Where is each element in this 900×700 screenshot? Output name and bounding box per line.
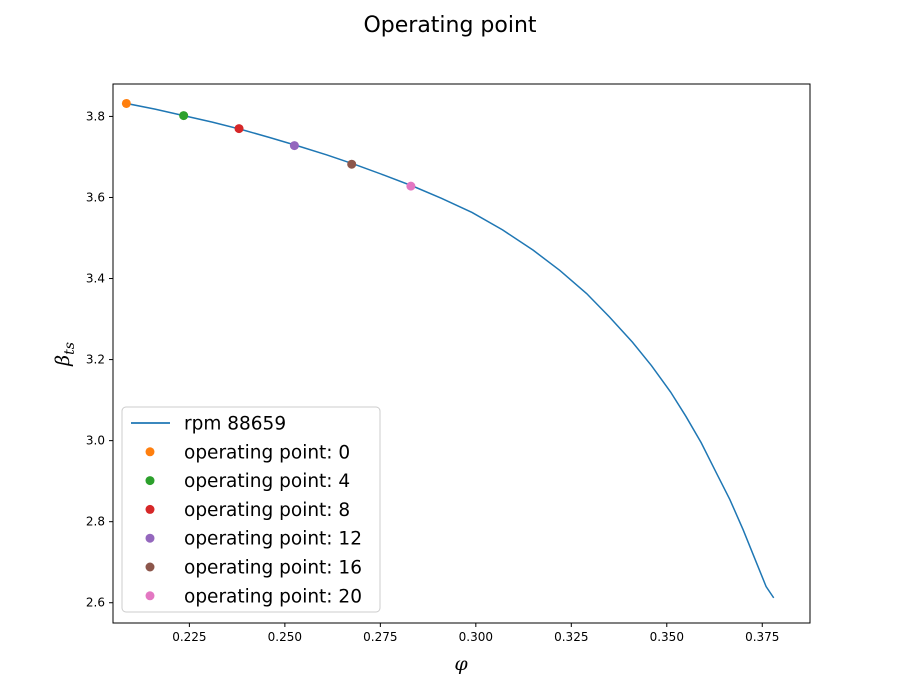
x-tick-label: 0.300 bbox=[459, 630, 493, 644]
y-tick-label: 3.0 bbox=[86, 434, 105, 448]
legend-box bbox=[121, 406, 381, 613]
y-axis-label-subscript: ts bbox=[62, 342, 78, 355]
x-tick-label: 0.350 bbox=[650, 630, 684, 644]
legend-marker-swatch bbox=[145, 533, 155, 543]
legend-marker-swatch bbox=[145, 476, 155, 486]
y-tick-label: 3.8 bbox=[86, 109, 105, 123]
y-tick-label: 2.8 bbox=[86, 515, 105, 529]
legend: rpm 88659 operating point: 0 operating poi… bbox=[121, 406, 381, 613]
x-tick-label: 0.275 bbox=[363, 630, 397, 644]
y-tick-label: 2.6 bbox=[86, 596, 105, 610]
y-tick-label: 3.4 bbox=[86, 272, 105, 286]
legend-entry-label: operating point: 0 bbox=[184, 442, 350, 463]
operating-point-marker bbox=[406, 181, 416, 191]
legend-entry-label: operating point: 16 bbox=[184, 558, 362, 579]
legend-marker-swatch bbox=[145, 562, 155, 572]
legend-marker-swatch bbox=[145, 504, 155, 514]
x-tick-label: 0.250 bbox=[268, 630, 302, 644]
legend-entry-label: operating point: 12 bbox=[184, 529, 362, 550]
operating-point-marker bbox=[121, 98, 131, 108]
y-axis-label-main: β bbox=[52, 355, 74, 367]
x-axis: 0.225 0.250 0.275 0.300 0.325 0.350 0.375 bbox=[172, 623, 779, 644]
legend-entry-label: operating point: 8 bbox=[184, 500, 350, 521]
x-tick-label: 0.225 bbox=[172, 630, 206, 644]
operating-point-marker bbox=[234, 124, 244, 134]
legend-marker-swatch bbox=[145, 447, 155, 457]
legend-entry-label: rpm 88659 bbox=[184, 414, 286, 435]
series-layer bbox=[121, 98, 775, 599]
x-tick-label: 0.375 bbox=[745, 630, 779, 644]
operating-point-marker bbox=[347, 159, 357, 169]
chart-title: Operating point bbox=[363, 13, 536, 38]
y-axis-label: βts bbox=[52, 342, 78, 367]
y-tick-label: 3.6 bbox=[86, 190, 105, 204]
y-tick-label: 3.2 bbox=[86, 353, 105, 367]
series-line-rpm bbox=[126, 102, 775, 599]
operating-point-marker bbox=[289, 141, 299, 151]
x-tick-label: 0.325 bbox=[554, 630, 588, 644]
legend-entry-label: operating point: 4 bbox=[184, 471, 350, 492]
operating-point-marker bbox=[179, 111, 189, 121]
legend-marker-swatch bbox=[145, 591, 155, 601]
y-axis: 2.6 2.8 3.0 3.2 3.4 3.6 3.8 bbox=[86, 109, 113, 610]
legend-entry-label: operating point: 20 bbox=[184, 586, 362, 607]
x-axis-label: φ bbox=[454, 653, 468, 675]
